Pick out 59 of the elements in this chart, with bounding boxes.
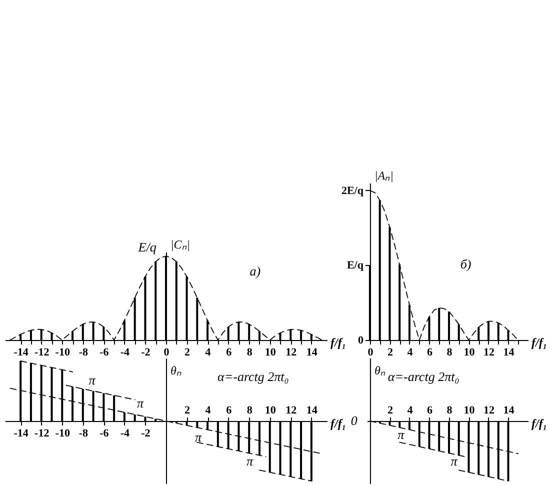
annotation: б) xyxy=(460,256,472,272)
x-tick-label: -4 xyxy=(120,428,130,440)
annotation: α=-arctg 2πt₀ xyxy=(218,368,289,384)
y-tick-label: E/q xyxy=(346,260,364,272)
x-tick-label: -6 xyxy=(100,428,110,440)
x-tick-label: 2 xyxy=(387,346,394,358)
x-axis-title: f/f₁ xyxy=(330,416,346,430)
annotation: а) xyxy=(250,263,261,278)
x-tick-label: 8 xyxy=(446,346,453,358)
x-axis-title: f/f₁ xyxy=(330,336,346,350)
y-tick-label: 0 xyxy=(358,334,364,346)
annotation: π xyxy=(398,426,405,442)
text: E/q xyxy=(137,240,157,255)
x-tick-label: 8 xyxy=(246,346,253,358)
y-tick-label: 2E/q xyxy=(341,184,364,197)
text: α=-arctg 2πt₀ xyxy=(388,368,460,384)
x-tick-label: -4 xyxy=(120,346,130,358)
x-tick-label: -6 xyxy=(100,346,110,358)
annotation: π xyxy=(137,395,144,410)
x-tick-label: -2 xyxy=(141,428,151,440)
x-tick-label: 4 xyxy=(407,404,414,416)
x-tick-label: 6 xyxy=(226,346,232,358)
x-tick-label: 14 xyxy=(503,404,515,416)
x-tick-label: 2 xyxy=(387,404,394,416)
x-tick-label: -8 xyxy=(78,428,88,440)
x-tick-label: -14 xyxy=(14,346,29,358)
x-tick-label: 6 xyxy=(426,404,433,416)
x-tick-label: 14 xyxy=(306,346,318,358)
x-tick-label: 12 xyxy=(483,346,495,358)
x-tick-label: 2 xyxy=(184,346,191,358)
annotation: π xyxy=(194,429,202,444)
x-tick-label: 8 xyxy=(446,404,453,416)
x-tick-label: -14 xyxy=(14,428,29,440)
y-axis-title: |Aₙ| xyxy=(374,168,394,182)
x-tick-label: -12 xyxy=(34,346,50,358)
y-axis-title: θₙ xyxy=(374,364,386,378)
x-tick-label: -8 xyxy=(78,346,88,358)
x-tick-label: 0 xyxy=(368,346,374,358)
x-tick-label: -10 xyxy=(55,346,70,358)
x-tick-label: 14 xyxy=(503,346,515,358)
y-axis-title: θₙ xyxy=(170,364,182,378)
x-tick-label: 0 xyxy=(164,346,170,358)
annotation: π xyxy=(246,453,254,468)
x-tick-label: 6 xyxy=(426,346,433,358)
annotation: π xyxy=(450,453,458,468)
annotation: π xyxy=(88,372,96,388)
x-tick-label: 4 xyxy=(205,346,212,358)
x-tick-label: 10 xyxy=(464,404,476,416)
x-tick-label: -12 xyxy=(34,428,50,440)
x-tick-label: 10 xyxy=(264,346,276,358)
x-axis-title: f/f₁ xyxy=(532,416,548,430)
x-tick-label: -2 xyxy=(141,346,151,358)
x-axis-title: f/f₁ xyxy=(532,336,548,350)
x-tick-label: 12 xyxy=(286,346,298,358)
x-tick-label: 12 xyxy=(483,404,495,416)
x-tick-label: 4 xyxy=(407,346,414,358)
y-axis-title: |Cₙ| xyxy=(170,238,190,252)
x-tick-label: -10 xyxy=(55,428,70,440)
x-tick-label: 10 xyxy=(464,346,476,358)
